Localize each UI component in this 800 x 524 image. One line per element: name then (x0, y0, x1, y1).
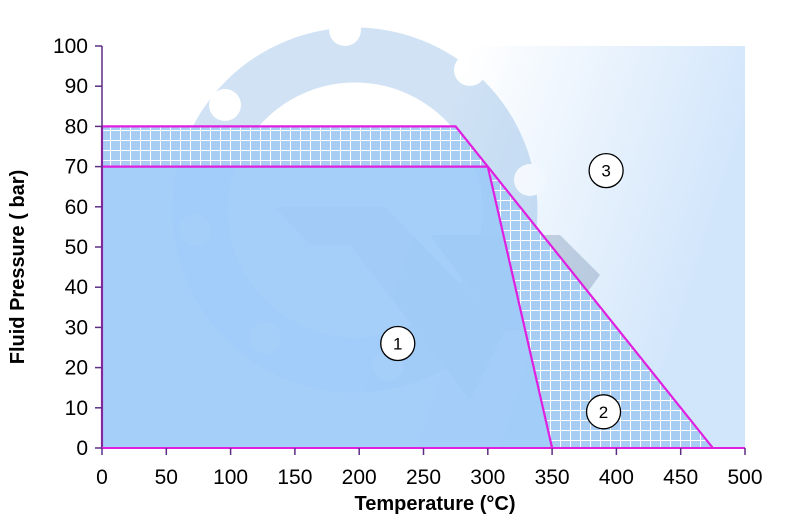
y-axis-title: Fluid Pressure ( bar) (7, 170, 29, 365)
region-label: 3 (588, 152, 624, 189)
x-axis-title: Temperature (°C) (355, 493, 516, 515)
x-tick-label: 400 (599, 466, 634, 489)
region-label-text: 2 (599, 403, 608, 422)
y-tick-label: 0 (76, 437, 88, 460)
y-tick-label: 20 (65, 357, 88, 380)
x-tick-label: 0 (96, 466, 108, 489)
y-tick-label: 90 (65, 75, 88, 98)
region-label-circle (588, 152, 624, 189)
y-tick-label: 100 (53, 35, 88, 58)
y-tick-label: 80 (65, 115, 88, 138)
x-tick-label: 500 (727, 466, 762, 489)
region-label: 2 (585, 394, 622, 430)
watermark-bolt-hole (329, 14, 361, 46)
x-tick-label: 350 (535, 466, 570, 489)
tick-labels: 0 10 20 30 40 50 60 70 80 90 100 0 50 100 150 200 250 300… (53, 35, 763, 489)
region-label-circle (585, 394, 622, 430)
x-tick-label: 300 (470, 466, 505, 489)
region-label: 1 (380, 325, 416, 362)
y-tick-label: 40 (65, 276, 88, 299)
x-tick-label: 50 (155, 466, 178, 489)
x-tick-label: 450 (663, 466, 698, 489)
region-label-circle (380, 325, 416, 362)
region-labels: 1 2 3 (380, 152, 624, 430)
y-tick-label: 50 (65, 236, 88, 259)
region-label-text: 1 (393, 334, 402, 353)
y-tick-label: 70 (65, 156, 88, 179)
x-tick-label: 150 (277, 466, 312, 489)
watermark-bolt-hole (514, 164, 546, 196)
region-1-area (102, 166, 553, 448)
region-label-text: 3 (601, 162, 610, 181)
y-tick-label: 30 (65, 316, 88, 339)
region-2-band (102, 126, 488, 167)
boundary-line (102, 165, 554, 449)
y-tick-label: 60 (65, 196, 88, 219)
axes (95, 45, 746, 455)
x-tick-label: 200 (342, 466, 377, 489)
watermark-bolt-hole (454, 54, 486, 86)
y-tick-label: 10 (65, 397, 88, 420)
x-tick-label: 100 (213, 466, 248, 489)
x-tick-label: 250 (406, 466, 441, 489)
watermark-bolt-hole (209, 89, 241, 121)
